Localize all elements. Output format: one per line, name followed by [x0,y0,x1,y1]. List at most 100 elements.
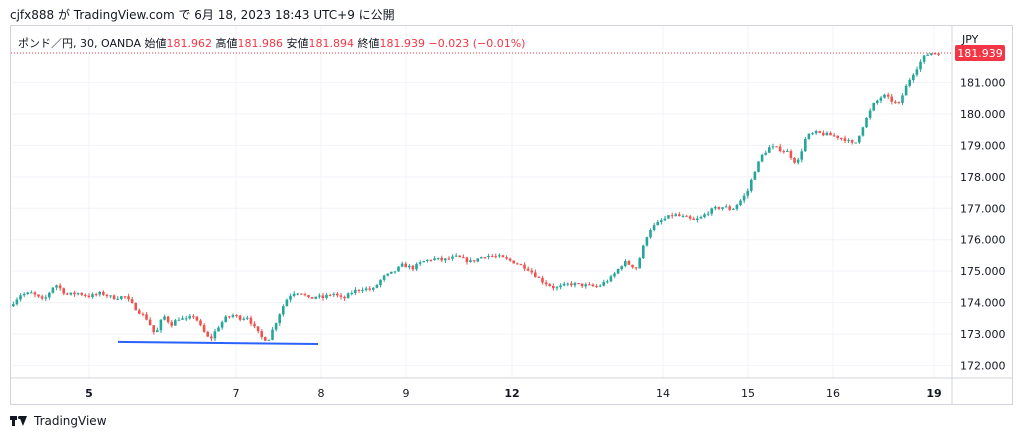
candle-body [213,331,217,339]
candle-body [440,257,443,261]
candle-body [296,293,299,295]
candle-body [228,316,231,318]
candle-body [649,230,652,238]
candle-body [145,314,148,320]
candle-body [775,146,778,148]
candle-body [55,285,58,288]
candle-body [177,319,181,321]
change-value: −0.023 (−0.01%) [428,37,526,50]
candle-body [854,142,857,144]
candle-body [166,316,170,323]
candle-body [732,208,735,210]
candle-body [408,265,411,268]
candle-body [562,283,566,286]
candle-body [102,291,105,295]
candle-body [242,318,245,320]
candle-body [447,258,451,260]
candle-body [472,260,476,262]
candle-body [51,287,55,293]
candle-body [15,299,19,305]
candle-body [858,135,861,143]
candle-body [134,302,137,311]
candle-body [548,284,551,286]
candle-body [555,287,559,289]
candle-body [404,263,407,268]
candle-body [847,140,850,142]
candle-body [670,215,674,217]
candle-body [663,218,667,221]
candle-body [832,135,836,137]
candle-body [33,292,37,295]
candle-body [44,297,47,299]
candle-body [264,336,267,341]
candle-body [760,154,764,162]
candle-body [58,285,62,289]
candle-body [476,258,479,262]
x-tick-label: 9 [403,387,410,400]
candle-body [724,206,728,208]
candle-body [692,218,695,220]
candle-body [739,200,742,206]
candle-body [652,225,656,231]
candle-body [120,296,123,299]
candle-body [861,127,865,136]
candle-body [876,100,879,104]
candle-body [771,146,775,148]
candle-body [922,55,926,62]
candle-body [915,69,919,75]
candle-body [494,256,497,258]
candle-body [84,294,87,296]
x-tick-label: 14 [656,387,670,400]
candle-body [267,339,271,341]
support-trendline[interactable] [117,340,319,346]
candle-body [782,151,785,153]
candle-body [199,320,202,326]
candle-body [606,281,609,283]
candle-body [850,140,854,143]
ohlc-legend: ポンド／円, 30, OANDA 始値181.962 高値181.986 安値1… [18,35,525,51]
candle-body [620,266,623,270]
candle-body [757,161,760,172]
candle-body [674,214,677,216]
candle-body [742,195,746,201]
candle-body [836,135,839,138]
candle-body [523,264,526,269]
publish-caption: cjfx888 が TradingView.com で 6月 18, 2023 … [10,8,395,22]
candle-body [372,287,375,290]
candle-body [328,294,332,296]
candle-body [602,282,605,286]
candle-body [631,264,634,268]
candle-body [843,138,847,142]
footer-brand[interactable]: TradingView [10,414,107,428]
candle-body [926,54,929,56]
candle-body [256,326,260,332]
candle-body [570,283,573,286]
candle-body [30,292,33,294]
candle-body [109,295,112,297]
y-tick-label: 172.000 [960,359,1006,372]
candle-body [156,330,159,333]
y-tick-label: 174.000 [960,297,1006,310]
symbol-label[interactable]: ポンド／円, 30, OANDA [18,37,142,50]
candle-body [433,258,436,261]
candle-body [811,133,814,135]
candle-body [19,295,22,300]
candle-body [220,322,224,328]
candle-body [501,255,505,258]
candle-body [526,268,530,271]
candle-body [202,325,206,332]
candle-body [325,294,328,299]
candle-body [544,282,548,285]
candle-body [170,322,173,326]
candle-body [91,294,94,298]
candle-body [829,132,832,136]
candle-body [660,220,663,223]
candle-body [750,179,753,191]
candle-body [901,95,904,103]
candle-body [638,258,641,269]
candle-body [886,94,890,97]
candle-body [753,171,757,180]
candle-body [397,266,400,272]
candle-body [868,110,872,118]
